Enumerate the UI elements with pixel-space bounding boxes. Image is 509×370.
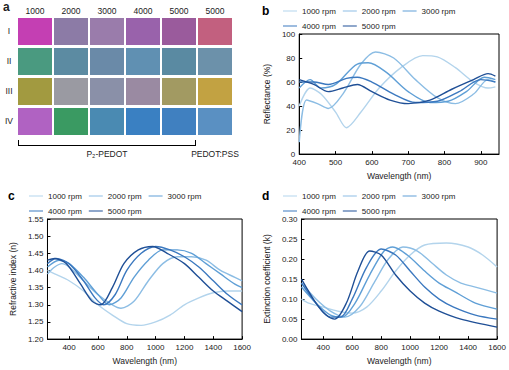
html-text:3000: 3000 [97, 6, 117, 16]
svg-text:1000: 1000 [147, 343, 165, 352]
svg-text:1000 rpm: 1000 rpm [302, 7, 336, 16]
svg-text:400: 400 [293, 158, 307, 167]
svg-text:800: 800 [374, 343, 388, 352]
svg-text:20: 20 [286, 126, 295, 135]
svg-text:800: 800 [438, 158, 452, 167]
svg-text:1.20: 1.20 [28, 335, 44, 344]
html-text:5000: 5000 [205, 6, 225, 16]
html-text:III: III [5, 85, 13, 96]
svg-text:d: d [262, 189, 269, 203]
svg-text:1.45: 1.45 [28, 249, 44, 258]
svg-text:c: c [8, 189, 15, 203]
svg-text:2000 rpm: 2000 rpm [108, 192, 142, 201]
svg-text:600: 600 [346, 343, 360, 352]
html-text:1000: 1000 [25, 6, 45, 16]
html-text:5000: 5000 [169, 6, 189, 16]
svg-text:400: 400 [317, 343, 331, 352]
svg-text:0.00: 0.00 [282, 335, 298, 344]
svg-text:4000 rpm: 4000 rpm [302, 207, 336, 216]
svg-text:3000 rpm: 3000 rpm [168, 192, 202, 201]
svg-text:4000 rpm: 4000 rpm [302, 22, 336, 31]
svg-text:3000 rpm: 3000 rpm [422, 192, 456, 201]
svg-text:Wavelength (nm): Wavelength (nm) [367, 356, 432, 366]
svg-text:Reflectance (%): Reflectance (%) [262, 64, 272, 125]
svg-text:5000 rpm: 5000 rpm [108, 207, 142, 216]
svg-text:1.40: 1.40 [28, 266, 44, 275]
svg-text:1600: 1600 [233, 343, 251, 352]
svg-text:0.20: 0.20 [282, 255, 298, 264]
html-text:I: I [7, 25, 11, 36]
html-text:PEDOT:PSS: PEDOT:PSS [191, 149, 239, 159]
svg-text:60: 60 [286, 78, 295, 87]
svg-text:0: 0 [290, 149, 296, 159]
svg-text:1.30: 1.30 [28, 300, 44, 309]
svg-text:0.15: 0.15 [282, 275, 298, 284]
svg-text:0.30: 0.30 [282, 215, 298, 224]
html-text:P₂-PEDOT: P₂-PEDOT [86, 149, 128, 159]
svg-text:2000 rpm: 2000 rpm [362, 7, 396, 16]
svg-text:1400: 1400 [459, 343, 477, 352]
svg-text:800: 800 [120, 343, 134, 352]
svg-text:1000 rpm: 1000 rpm [48, 192, 82, 201]
svg-text:1200: 1200 [176, 343, 194, 352]
svg-text:0.05: 0.05 [282, 315, 298, 324]
svg-text:1200: 1200 [430, 343, 448, 352]
svg-text:0.10: 0.10 [282, 295, 298, 304]
svg-text:0.25: 0.25 [282, 235, 298, 244]
svg-text:500: 500 [329, 158, 343, 167]
svg-text:400: 400 [62, 343, 76, 352]
html-text:IV: IV [5, 115, 13, 126]
svg-text:Wavelength (nm): Wavelength (nm) [367, 171, 432, 181]
html-text:4000: 4000 [133, 6, 153, 16]
html-text:2000: 2000 [61, 6, 81, 16]
html-text:a: a [3, 0, 10, 14]
svg-text:Extinction coefficient (k): Extinction coefficient (k) [262, 234, 272, 324]
svg-text:1600: 1600 [488, 343, 506, 352]
svg-text:1.50: 1.50 [28, 232, 44, 241]
svg-text:1400: 1400 [204, 343, 222, 352]
svg-text:Wavelength (nm): Wavelength (nm) [113, 356, 178, 366]
svg-text:4000 rpm: 4000 rpm [48, 207, 82, 216]
svg-text:600: 600 [91, 343, 105, 352]
svg-text:1.25: 1.25 [28, 317, 44, 326]
svg-text:1000 rpm: 1000 rpm [302, 192, 336, 201]
svg-text:1.55: 1.55 [28, 215, 44, 224]
svg-text:1000: 1000 [401, 343, 419, 352]
svg-text:5000 rpm: 5000 rpm [362, 22, 396, 31]
svg-text:b: b [262, 4, 269, 18]
svg-text:700: 700 [402, 158, 416, 167]
svg-text:40: 40 [286, 102, 295, 111]
svg-text:600: 600 [365, 158, 379, 167]
svg-text:Refractive index (n): Refractive index (n) [8, 242, 18, 316]
svg-text:5000 rpm: 5000 rpm [362, 207, 396, 216]
svg-text:2000 rpm: 2000 rpm [362, 192, 396, 201]
svg-text:100: 100 [282, 30, 296, 39]
html-text:II: II [6, 55, 12, 66]
svg-text:1.35: 1.35 [28, 283, 44, 292]
svg-text:900: 900 [474, 158, 488, 167]
svg-text:3000 rpm: 3000 rpm [422, 7, 456, 16]
svg-text:80: 80 [286, 54, 295, 63]
